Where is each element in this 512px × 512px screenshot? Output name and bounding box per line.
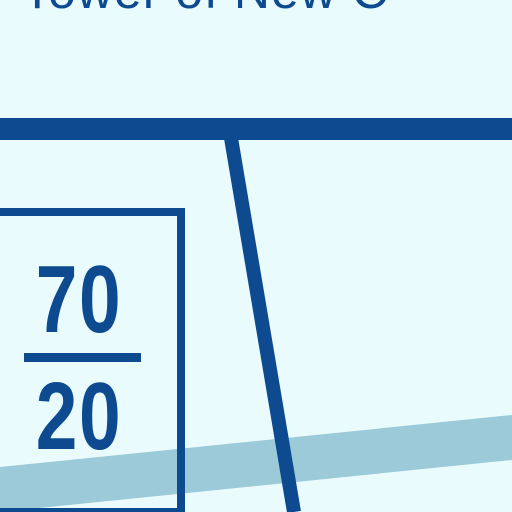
number-placard bbox=[0, 208, 185, 512]
sign-title: Tower of New C bbox=[22, 0, 389, 16]
fraction-denominator: 20 bbox=[35, 363, 123, 470]
fraction-numerator: 70 bbox=[35, 246, 123, 353]
top-beam bbox=[0, 118, 512, 140]
ground-band bbox=[0, 415, 512, 512]
fraction-bar bbox=[24, 353, 141, 362]
slanted-post bbox=[224, 136, 301, 512]
